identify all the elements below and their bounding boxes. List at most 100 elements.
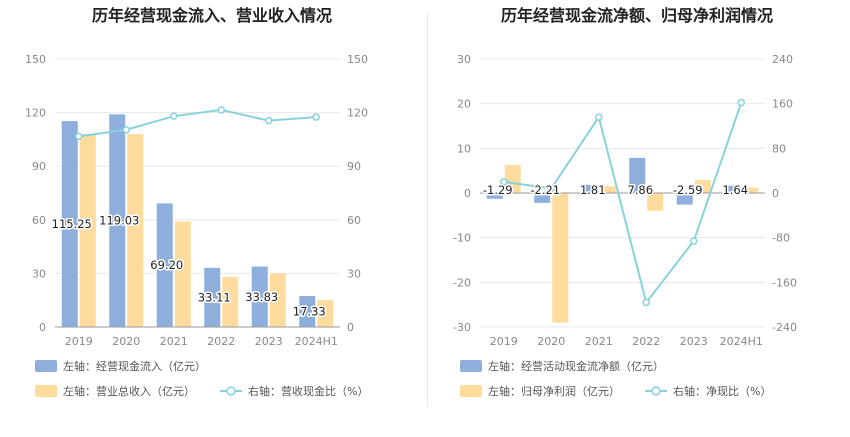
bar-primary	[629, 157, 646, 193]
category-label: 2020	[112, 335, 140, 348]
category-label: 2024H1	[295, 335, 338, 348]
legend-marker	[651, 386, 661, 396]
bar-secondary	[222, 276, 239, 327]
left-axis-tick-label: 10	[457, 142, 471, 155]
category-label: 2019	[490, 335, 518, 348]
bar-secondary	[317, 300, 334, 327]
category-label: 2024H1	[720, 335, 763, 348]
left-axis-tick-label: -20	[453, 276, 471, 289]
right-axis-tick-label: 80	[772, 142, 786, 155]
legend-label: 左轴：经营活动现金流净额（亿元）	[488, 359, 664, 373]
legend-item: 左轴：经营活动现金流净额（亿元）	[460, 359, 664, 373]
data-label: 119.03	[99, 214, 139, 228]
ratio-point	[547, 184, 555, 193]
legend-label: 右轴：净现比（%）	[673, 384, 771, 398]
legend-label: 左轴：归母净利润（亿元）	[488, 384, 620, 398]
left-axis-tick-label: 0	[39, 321, 46, 334]
data-label: 33.11	[198, 290, 231, 304]
bar-primary	[109, 114, 126, 327]
right-axis-tick-label: 160	[772, 98, 793, 111]
chart-title: 历年经营现金流入、营业收入情况	[92, 6, 332, 25]
left-axis-tick-label: 60	[32, 214, 46, 227]
legend-swatch	[460, 385, 482, 397]
right-axis-tick-label: 60	[347, 214, 361, 227]
bar-secondary	[647, 193, 664, 211]
ratio-point	[500, 178, 508, 186]
data-label: 115.25	[52, 217, 92, 231]
ratio-point	[642, 298, 650, 307]
data-label: 1.64	[722, 183, 748, 197]
bar-primary	[486, 193, 503, 199]
right-axis-tick-label: -240	[772, 321, 797, 334]
legend-label: 右轴：营收现金比（%）	[248, 384, 368, 398]
data-label: 17.33	[293, 305, 326, 319]
right-axis-tick-label: -160	[772, 276, 797, 289]
legend-label: 左轴：经营现金流入（亿元）	[63, 359, 206, 373]
bar-primary	[251, 266, 268, 327]
data-label: -2.21	[530, 183, 560, 197]
ratio-point	[122, 126, 130, 134]
bar-secondary	[504, 164, 521, 193]
ratio-point	[737, 98, 745, 107]
right-axis-tick-label: 0	[772, 187, 779, 200]
bar-primary	[299, 296, 316, 327]
bar-secondary	[599, 186, 616, 193]
legend-item: 左轴：营业总收入（亿元）	[35, 384, 195, 398]
left-axis-tick-label: -30	[453, 321, 471, 334]
data-label: 69.20	[150, 258, 183, 272]
bar-secondary	[174, 221, 191, 327]
left-axis-tick-label: -10	[453, 232, 471, 245]
ratio-line	[503, 102, 743, 305]
ratio-point	[690, 237, 698, 245]
data-label: 7.86	[627, 183, 653, 197]
ratio-point	[595, 113, 603, 121]
left-axis-tick-label: 150	[25, 53, 46, 66]
ratio-point	[170, 112, 178, 120]
left-axis-tick-label: 20	[457, 98, 471, 111]
right-axis-tick-label: 240	[772, 53, 793, 66]
category-label: 2020	[537, 335, 565, 348]
left-axis-tick-label: 30	[32, 267, 46, 280]
left-axis-tick-label: 0	[464, 187, 471, 200]
legend-item: 左轴：归母净利润（亿元）	[460, 384, 620, 398]
legend-item: 右轴：营收现金比（%）	[220, 384, 368, 398]
legend-swatch	[35, 360, 57, 372]
category-label: 2022	[632, 335, 660, 348]
right-axis-tick-label: 150	[347, 53, 368, 66]
chart-divider	[427, 12, 428, 407]
left-axis-tick-label: 90	[32, 160, 46, 173]
right-axis-tick-label: 30	[347, 267, 361, 280]
legend-item: 左轴：经营现金流入（亿元）	[35, 359, 206, 373]
bar-primary	[676, 193, 693, 205]
category-label: 2021	[585, 335, 613, 348]
data-label: -1.29	[483, 183, 513, 197]
bar-secondary	[79, 134, 96, 327]
bar-primary	[61, 121, 78, 327]
bar-primary	[534, 193, 551, 203]
data-label: 1.81	[580, 183, 606, 197]
category-label: 2023	[255, 335, 283, 348]
bar-primary	[156, 203, 173, 327]
right-axis-tick-label: 120	[347, 107, 368, 120]
legend-swatch	[460, 360, 482, 372]
bar-primary	[204, 267, 221, 327]
legend-item: 右轴：净现比（%）	[645, 384, 771, 398]
category-label: 2023	[680, 335, 708, 348]
category-label: 2019	[65, 335, 93, 348]
legend-label: 左轴：营业总收入（亿元）	[63, 384, 195, 398]
ratio-point	[265, 116, 273, 125]
ratio-line	[78, 108, 317, 138]
right-axis-tick-label: 0	[347, 321, 354, 334]
right-axis-tick-label: 90	[347, 160, 361, 173]
legend-swatch	[35, 385, 57, 397]
cash-inflow-revenue-chart: 历年经营现金流入、营业收入情况 150 150 120 120 90 90 60 60 30 30 0…	[25, 6, 368, 398]
legend-marker	[226, 386, 236, 396]
chart-title: 历年经营现金流净额、归母净利润情况	[501, 6, 773, 25]
ratio-point	[312, 113, 320, 121]
bar-secondary	[127, 134, 144, 327]
ratio-point	[217, 106, 225, 114]
data-label: -2.59	[673, 183, 703, 197]
category-label: 2022	[207, 335, 235, 348]
left-axis-tick-label: 30	[457, 53, 471, 66]
bar-primary	[581, 184, 598, 193]
